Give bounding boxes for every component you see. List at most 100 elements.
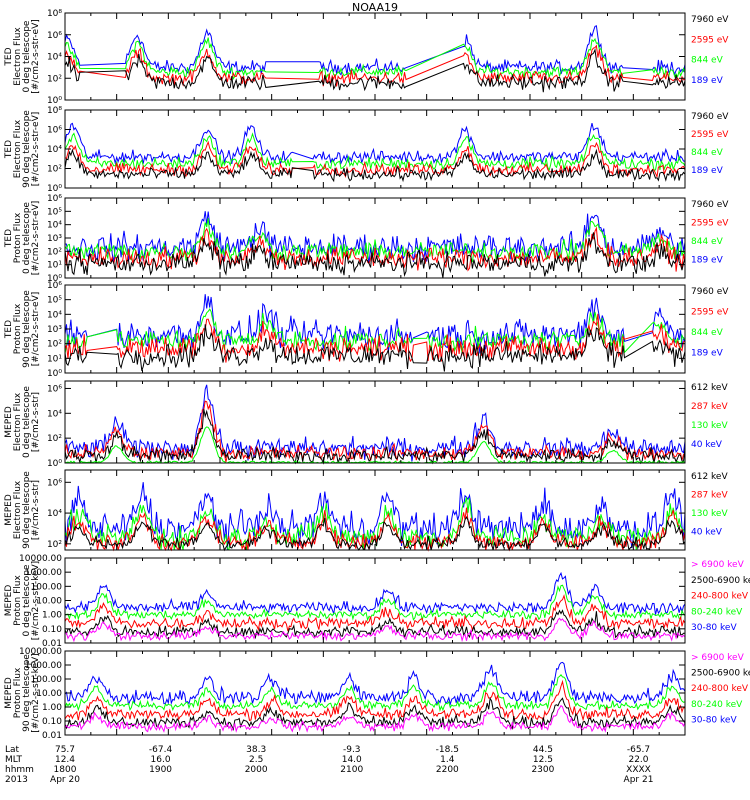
y-tick-label: 1.00: [42, 611, 62, 621]
y-tick-label: 10⁴: [47, 145, 62, 155]
legend-entry: 2595 eV: [691, 35, 729, 45]
legend-entry: 80-240 keV: [691, 700, 743, 710]
legend-entry: 130 keV: [691, 421, 728, 431]
y-axis-label: Proton Flux: [13, 667, 23, 718]
legend-entry: 844 eV: [691, 328, 724, 338]
y-tick-label: 10000.00: [19, 554, 62, 564]
y-axis-label: MEPED: [4, 494, 14, 526]
y-tick-label: 10⁵: [47, 207, 62, 217]
legend-entry: 612 keV: [691, 472, 728, 482]
y-tick-label: 1.00: [42, 703, 62, 713]
y-axis-label: [#/cm2-s-str-eV]: [31, 201, 41, 276]
x-row-value: XXXX: [626, 765, 651, 775]
series-trace-2: [64, 308, 686, 354]
y-tick-label: 10³: [47, 234, 62, 244]
panel-8: 0.01 0.10 1.00 10.00 100.00 1000.00 10000.00 ME…: [4, 647, 750, 741]
x-row-value: -9.3: [343, 745, 361, 755]
y-axis-label: [#/cm2-s-str]: [31, 392, 41, 452]
y-axis-label: Electron Flux: [13, 27, 23, 86]
y-axis-label: MEPED: [4, 406, 14, 438]
y-tick-label: 100.00: [31, 582, 63, 592]
series-trace-2: [64, 218, 686, 263]
x-row-value: 75.7: [55, 745, 75, 755]
panel-5: 10⁰ 10² 10⁴ 10⁶ MEPED Electron Flux 0 deg tele…: [4, 380, 728, 469]
y-axis-label: Electron Flux: [13, 119, 23, 178]
y-tick-label: 10000.00: [19, 647, 62, 657]
y-tick-label: 10⁰: [47, 369, 62, 379]
series-trace-4: [64, 148, 686, 183]
legend-entry: 287 keV: [691, 491, 728, 501]
legend-entry: 2595 eV: [691, 308, 729, 318]
y-axis-label: [#/cm2-s-str-eV]: [31, 292, 41, 367]
legend-entry: 2500-6900 keV: [691, 576, 750, 586]
y-tick-label: 10⁶: [47, 194, 62, 204]
y-tick-label: 0.10: [42, 625, 62, 635]
panel-7: 0.01 0.10 1.00 10.00 100.00 1000.00 10000.00 ME…: [4, 554, 750, 649]
panel-frame: [64, 12, 686, 101]
legend-entry: 189 eV: [691, 166, 724, 176]
x-row-label: hhmm: [5, 765, 34, 775]
figure-title: NOAA19: [351, 1, 399, 14]
legend-entry: 844 eV: [691, 148, 724, 158]
y-axis-label: 0 deg telescope: [22, 386, 32, 458]
y-axis-label: 90 deg telescope: [22, 110, 32, 188]
legend-entry: 612 keV: [691, 383, 728, 393]
legend-entry: 7960 eV: [691, 287, 729, 297]
x-row-value: -18.5: [436, 745, 459, 755]
y-axis-label: TED: [4, 47, 14, 66]
x-row-value: 12.4: [55, 755, 75, 765]
legend-entry: 2500-6900 keV: [691, 669, 750, 679]
x-row-value: Apr 21: [624, 775, 654, 785]
series-trace-1: [64, 482, 686, 551]
legend-entry: 30-80 keV: [691, 623, 737, 633]
y-tick-label: 10¹: [47, 261, 62, 271]
x-row-value: -65.7: [627, 745, 650, 755]
y-axis-label: 0 deg telescope: [22, 202, 32, 274]
series-trace-2: [64, 37, 686, 81]
y-tick-label: 10¹: [47, 354, 62, 364]
legend-entry: 40 keV: [691, 528, 723, 538]
y-tick-label: 10⁸: [47, 106, 62, 116]
legend-entry: 189 eV: [691, 349, 724, 359]
legend-entry: 130 keV: [691, 509, 728, 519]
series-trace-4: [64, 48, 686, 93]
series-trace-3: [64, 507, 686, 552]
series-trace-1: [64, 294, 686, 354]
y-axis-label: Proton Flux: [13, 303, 23, 354]
x-row-value: 1800: [54, 765, 77, 775]
y-tick-label: 10.00: [36, 597, 62, 607]
legend-entry: 844 eV: [691, 237, 724, 247]
series-trace-1: [64, 571, 686, 616]
x-row-value: -67.4: [149, 745, 173, 755]
legend-entry: 80-240 keV: [691, 607, 743, 617]
x-row-label: MLT: [5, 755, 23, 765]
y-axis-label: [#/cm2-s-str]: [31, 480, 41, 540]
legend-entry: > 6900 keV: [691, 560, 745, 570]
y-tick-label: 1000.00: [25, 568, 62, 578]
x-row-value: 1900: [149, 765, 172, 775]
y-tick-label: 10⁰: [47, 274, 62, 284]
y-tick-label: 10⁶: [47, 384, 62, 394]
legend-entry: 2595 eV: [691, 219, 729, 229]
legend-entry: 844 eV: [691, 56, 724, 66]
y-axis-label: [#/cm2-s-str-eV]: [31, 19, 41, 94]
x-row-value: 16.0: [151, 755, 171, 765]
y-axis-label: TED: [4, 140, 14, 159]
y-tick-label: 10²: [47, 247, 62, 257]
y-tick-label: 10²: [47, 165, 62, 175]
x-row-value: 2100: [340, 765, 363, 775]
y-axis-label: [#/cm2-s-str-eV]: [31, 112, 41, 187]
legend-entry: > 6900 keV: [691, 653, 745, 663]
x-row-value: 22.0: [628, 755, 648, 765]
y-tick-label: 10⁴: [47, 509, 62, 519]
y-axis-label: 0 deg telescope: [22, 564, 32, 636]
y-tick-label: 10.00: [36, 689, 62, 699]
series-trace-2: [64, 673, 686, 712]
legend-entry: 40 keV: [691, 440, 723, 450]
legend-entry: 7960 eV: [691, 200, 729, 210]
legend-entry: 189 eV: [691, 76, 724, 86]
y-axis-label: Proton Flux: [13, 575, 23, 626]
y-tick-label: 10⁶: [47, 478, 62, 488]
y-tick-label: 10³: [47, 325, 62, 335]
